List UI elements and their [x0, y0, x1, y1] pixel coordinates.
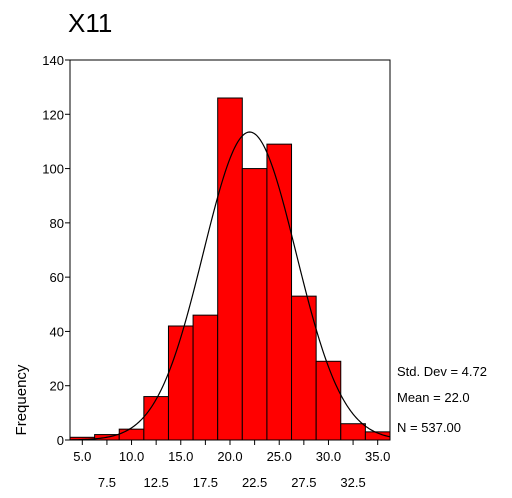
y-axis-label: Frequency: [13, 364, 30, 435]
x-tick-label: 32.5: [340, 475, 365, 490]
histogram-bar: [340, 423, 366, 441]
x-tick-label: 7.5: [98, 475, 116, 490]
histogram-bar: [143, 396, 169, 441]
x-tick-label: 5.0: [73, 449, 91, 464]
stat-std-dev: Std. Dev = 4.72: [397, 364, 487, 379]
histogram-bar: [118, 428, 145, 441]
x-axis: 5.0 10.0 15.0 20.0 25.0 30.0 35.0 7.5 12.5 17.5 22…: [73, 440, 390, 490]
stat-mean: Mean = 22.0: [397, 390, 470, 405]
x-tick-label: 25.0: [267, 449, 292, 464]
stat-n: N = 537.00: [397, 420, 461, 435]
x-tick-label: 27.5: [291, 475, 316, 490]
x-tick-label: 35.0: [365, 449, 390, 464]
y-tick-label: 100: [42, 162, 64, 177]
x-tick-label: 20.0: [217, 449, 242, 464]
histogram-bar: [241, 168, 268, 441]
x-tick-label: 22.5: [242, 475, 267, 490]
histogram-bar: [266, 143, 293, 441]
y-tick-label: 60: [50, 270, 64, 285]
y-tick-label: 120: [42, 107, 64, 122]
x-tick-label: 17.5: [193, 475, 218, 490]
y-tick-label: 40: [50, 324, 64, 339]
x-tick-label: 10.0: [119, 449, 144, 464]
chart-title: X11: [68, 8, 112, 38]
y-axis: 0 20 40 60 80 100 120 140: [42, 53, 70, 448]
y-tick-label: 140: [42, 53, 64, 68]
y-tick-label: 20: [50, 379, 64, 394]
x-tick-label: 15.0: [168, 449, 193, 464]
histogram-bar: [315, 360, 342, 441]
histogram-bar: [217, 97, 243, 441]
y-tick-label: 0: [57, 433, 64, 448]
histogram-bar: [167, 325, 194, 441]
histogram-bars: [69, 97, 391, 441]
normal-curve: [69, 131, 391, 441]
x-tick-label: 30.0: [316, 449, 341, 464]
y-tick-label: 80: [50, 216, 64, 231]
x-tick-label: 12.5: [143, 475, 168, 490]
histogram-bar: [192, 314, 219, 441]
